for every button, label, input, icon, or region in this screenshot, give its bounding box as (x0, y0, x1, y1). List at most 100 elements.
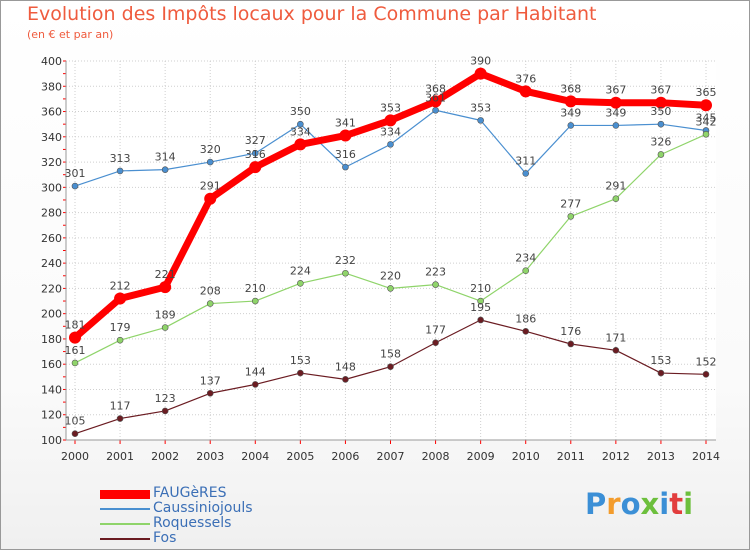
data-point (204, 192, 217, 205)
data-label: 223 (425, 266, 446, 279)
y-tick-label: 100 (41, 434, 62, 447)
data-label: 148 (335, 360, 356, 373)
data-point (251, 381, 259, 388)
data-label: 224 (290, 264, 311, 277)
y-tick-label: 380 (41, 80, 62, 93)
data-label: 144 (245, 365, 266, 378)
logo-letter: P (585, 487, 607, 521)
data-label: 195 (470, 301, 491, 314)
data-label: 161 (65, 344, 86, 357)
data-point (477, 297, 484, 305)
data-point (294, 138, 307, 151)
data-point (387, 141, 394, 148)
data-point (567, 213, 575, 220)
y-tick-label: 260 (41, 232, 62, 245)
x-tick-label: 2001 (106, 450, 134, 463)
data-point (522, 267, 530, 275)
x-tick-label: 2011 (557, 450, 585, 463)
x-tick-label: 2009 (467, 450, 495, 463)
legend-swatch (100, 508, 150, 510)
data-label: 177 (425, 324, 446, 337)
legend-swatch (100, 523, 150, 525)
data-point (342, 269, 349, 277)
data-label: 291 (200, 180, 221, 193)
data-point (657, 151, 665, 158)
legend-swatch (100, 489, 150, 499)
data-label: 117 (110, 400, 131, 413)
logo-letter: r (606, 487, 621, 521)
y-tick-label: 220 (41, 282, 62, 295)
data-label: 220 (380, 269, 401, 282)
data-label: 208 (200, 285, 221, 298)
data-label: 316 (335, 148, 356, 161)
data-point (432, 281, 439, 288)
data-label: 105 (65, 415, 86, 428)
data-label: 342 (696, 115, 717, 128)
data-point (339, 129, 352, 142)
y-tick-label: 340 (41, 131, 62, 144)
data-label: 210 (470, 282, 491, 295)
data-point (702, 130, 710, 138)
logo-letter: o (620, 487, 641, 521)
data-point (612, 195, 620, 203)
data-point (297, 369, 304, 377)
data-label: 353 (380, 101, 401, 114)
data-point (657, 120, 665, 128)
data-point (116, 336, 124, 344)
chart-title: Evolution des Impôts locaux pour la Comm… (27, 3, 597, 25)
data-label: 152 (696, 355, 717, 368)
data-point (477, 117, 484, 124)
data-point (159, 281, 172, 294)
y-tick-label: 160 (41, 358, 62, 371)
data-label: 327 (245, 134, 266, 147)
data-label: 176 (560, 325, 581, 338)
data-point (114, 292, 127, 305)
data-point (342, 163, 349, 171)
data-point (297, 120, 304, 128)
data-label: 368 (425, 82, 446, 95)
data-label: 326 (650, 135, 671, 148)
data-label: 367 (650, 84, 671, 97)
y-tick-label: 120 (41, 409, 62, 422)
data-point (432, 339, 439, 347)
data-label: 361 (425, 91, 446, 104)
data-label: 234 (515, 252, 536, 265)
data-point (161, 166, 169, 173)
data-label: 314 (155, 151, 176, 164)
legend-label: Fos (153, 530, 177, 546)
data-label: 137 (200, 374, 221, 387)
y-tick-label: 320 (41, 156, 62, 169)
data-label: 376 (515, 72, 536, 85)
data-point (387, 363, 394, 371)
x-tick-label: 2000 (61, 450, 89, 463)
data-label: 334 (290, 125, 311, 138)
data-label: 345 (696, 111, 717, 124)
proxiti-logo: Proxiti (585, 487, 693, 521)
data-point (116, 415, 124, 422)
data-label: 365 (696, 86, 717, 99)
data-label: 123 (155, 392, 176, 405)
x-tick-label: 2004 (241, 450, 269, 463)
x-tick-label: 2003 (196, 450, 224, 463)
data-label: 316 (245, 148, 266, 161)
data-point (71, 359, 79, 367)
data-point (654, 96, 667, 109)
chart-subtitle: (en € et par an) (27, 28, 114, 41)
y-tick-label: 180 (41, 333, 62, 346)
data-label: 189 (155, 309, 176, 322)
data-label: 311 (515, 154, 536, 167)
data-label: 210 (245, 282, 266, 295)
data-point (612, 122, 620, 129)
data-label: 232 (335, 254, 356, 267)
data-point (71, 430, 79, 437)
data-point (342, 376, 349, 383)
data-label: 350 (650, 105, 671, 118)
data-label: 390 (470, 55, 491, 68)
data-point (612, 347, 620, 354)
data-label: 349 (605, 106, 626, 119)
data-point (206, 300, 214, 307)
data-label: 277 (560, 197, 581, 210)
data-label: 179 (110, 321, 131, 334)
x-tick-label: 2008 (422, 450, 450, 463)
